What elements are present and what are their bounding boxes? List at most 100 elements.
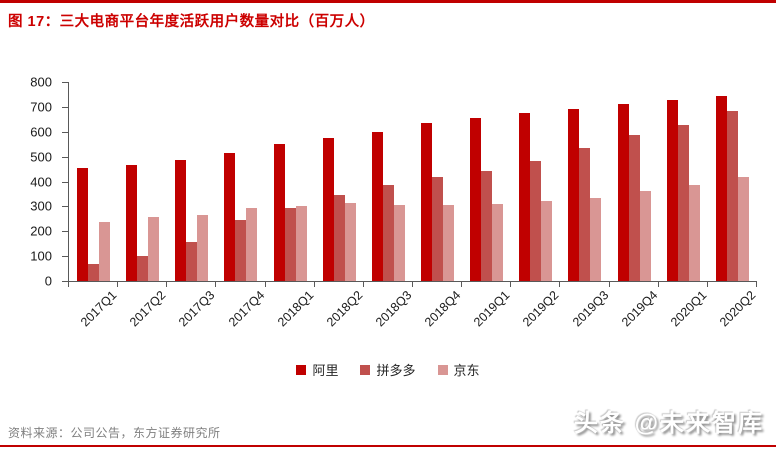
y-tick-label-400: 400 bbox=[30, 174, 52, 189]
bar-pdd-2018Q2 bbox=[333, 195, 345, 281]
bar-pdd-2020Q2 bbox=[726, 111, 738, 281]
source-note: 资料来源：公司公告，东方证券研究所 bbox=[8, 426, 221, 440]
bar-ali-2020Q2 bbox=[715, 96, 727, 281]
x-label-cell-2018Q1: 2018Q1 bbox=[265, 283, 316, 345]
bar-group-2018Q4 bbox=[413, 82, 462, 281]
x-boundary-tick-10 bbox=[559, 282, 561, 287]
bar-group-2018Q2 bbox=[315, 82, 364, 281]
legend-swatch-jd bbox=[437, 364, 448, 375]
bar-group-2019Q2 bbox=[511, 82, 560, 281]
figure-title: 图 17：三大电商平台年度活跃用户数量对比（百万人） bbox=[8, 14, 375, 30]
bar-jd-2018Q4 bbox=[443, 205, 455, 281]
y-tick-700 bbox=[62, 106, 68, 108]
x-boundary-tick-14 bbox=[756, 282, 757, 287]
x-label-cell-2017Q2: 2017Q2 bbox=[117, 283, 169, 345]
bar-jd-2018Q3 bbox=[393, 205, 405, 281]
bar-ali-2020Q1 bbox=[666, 100, 678, 281]
bar-pdd-2017Q4 bbox=[235, 220, 247, 281]
bar-ali-2018Q1 bbox=[273, 143, 285, 281]
y-tick-label-300: 300 bbox=[30, 198, 52, 214]
bar-ali-2019Q3 bbox=[568, 108, 580, 281]
y-tick-0 bbox=[62, 281, 68, 282]
x-tick-label-2019Q2: 2019Q2 bbox=[520, 288, 562, 330]
legend-item-ali: 阿里 bbox=[296, 360, 338, 379]
y-tick-label-200: 200 bbox=[30, 223, 52, 239]
x-axis-ticks bbox=[68, 282, 757, 287]
bar-jd-2018Q2 bbox=[344, 202, 356, 281]
bar-pdd-2020Q1 bbox=[677, 124, 689, 281]
x-label-cell-2017Q3: 2017Q3 bbox=[166, 283, 218, 345]
x-boundary-tick-5 bbox=[313, 282, 315, 287]
x-boundary-tick-11 bbox=[608, 282, 610, 287]
y-tick-200 bbox=[62, 231, 68, 233]
x-tick-label-2019Q1: 2019Q1 bbox=[471, 288, 513, 330]
x-tick-label-2019Q3: 2019Q3 bbox=[569, 288, 611, 330]
y-axis-ticks bbox=[62, 82, 68, 282]
x-tick-label-2017Q4: 2017Q4 bbox=[225, 288, 267, 330]
bar-pdd-2017Q2 bbox=[137, 256, 149, 281]
bar-group-2019Q3 bbox=[560, 82, 609, 281]
bar-pdd-2019Q1 bbox=[481, 170, 493, 281]
bar-pdd-2019Q2 bbox=[530, 160, 542, 281]
legend-label-ali: 阿里 bbox=[312, 363, 339, 378]
bar-jd-2020Q1 bbox=[688, 184, 700, 281]
y-tick-label-500: 500 bbox=[30, 149, 52, 165]
y-tick-label-100: 100 bbox=[30, 248, 52, 264]
bar-jd-2017Q4 bbox=[246, 208, 258, 281]
x-boundary-tick-13 bbox=[706, 282, 708, 287]
bottom-divider bbox=[0, 445, 776, 447]
legend-swatch-pdd bbox=[360, 364, 371, 375]
x-boundary-tick-3 bbox=[215, 282, 217, 287]
bar-pdd-2018Q3 bbox=[382, 184, 394, 281]
legend-label-jd: 京东 bbox=[453, 363, 480, 378]
x-label-cell-2017Q4: 2017Q4 bbox=[215, 283, 267, 345]
bar-chart: 0 100 200 300 400 500 600 700 800 2017Q1 2017Q2 20… bbox=[0, 70, 776, 350]
chart-legend: 阿里 拼多多 京东 bbox=[0, 360, 776, 379]
bar-group-2018Q3 bbox=[364, 82, 413, 281]
x-label-cell-2020Q2: 2020Q2 bbox=[707, 283, 759, 345]
bar-pdd-2018Q1 bbox=[284, 207, 296, 281]
bar-ali-2018Q4 bbox=[421, 122, 433, 281]
x-label-cell-2017Q1: 2017Q1 bbox=[68, 283, 120, 345]
x-tick-label-2017Q3: 2017Q3 bbox=[176, 288, 218, 330]
x-tick-label-2017Q1: 2017Q1 bbox=[78, 288, 120, 330]
y-tick-500 bbox=[62, 156, 68, 158]
bar-ali-2018Q3 bbox=[371, 131, 383, 281]
x-tick-label-2020Q1: 2020Q1 bbox=[667, 288, 710, 330]
x-tick-label-2018Q4: 2018Q4 bbox=[422, 288, 464, 330]
bar-jd-2018Q1 bbox=[295, 205, 307, 281]
bar-jd-2019Q3 bbox=[590, 197, 602, 281]
x-boundary-tick-12 bbox=[657, 282, 659, 287]
top-divider bbox=[0, 0, 776, 3]
x-boundary-tick-8 bbox=[461, 282, 463, 287]
bar-ali-2017Q1 bbox=[77, 168, 89, 281]
bar-ali-2017Q2 bbox=[126, 165, 138, 281]
legend-label-pdd: 拼多多 bbox=[376, 363, 416, 378]
bar-jd-2019Q2 bbox=[541, 201, 553, 281]
bar-group-2019Q4 bbox=[610, 82, 659, 281]
legend-item-jd: 京东 bbox=[437, 360, 480, 379]
bar-group-2020Q1 bbox=[659, 82, 708, 281]
x-tick-label-2017Q2: 2017Q2 bbox=[127, 288, 169, 330]
y-tick-800 bbox=[62, 82, 68, 83]
y-tick-100 bbox=[62, 256, 68, 258]
bar-ali-2017Q3 bbox=[175, 159, 187, 281]
x-boundary-tick-1 bbox=[117, 282, 119, 287]
x-boundary-tick-4 bbox=[264, 282, 266, 287]
bar-pdd-2019Q3 bbox=[579, 147, 591, 281]
bar-jd-2017Q3 bbox=[197, 214, 209, 281]
x-boundary-tick-7 bbox=[412, 282, 413, 287]
legend-item-pdd: 拼多多 bbox=[360, 360, 416, 379]
bar-ali-2018Q2 bbox=[322, 137, 334, 281]
bar-group-2017Q1 bbox=[69, 82, 118, 281]
bar-group-2018Q1 bbox=[266, 82, 315, 281]
x-tick-label-2020Q2: 2020Q2 bbox=[716, 288, 759, 330]
x-label-cell-2018Q3: 2018Q3 bbox=[363, 283, 414, 345]
x-boundary-tick-9 bbox=[510, 282, 512, 287]
x-boundary-tick-0 bbox=[68, 282, 69, 287]
y-tick-300 bbox=[62, 206, 68, 208]
y-tick-600 bbox=[62, 131, 68, 133]
x-label-cell-2019Q3: 2019Q3 bbox=[559, 283, 611, 345]
y-tick-label-800: 800 bbox=[30, 74, 52, 90]
